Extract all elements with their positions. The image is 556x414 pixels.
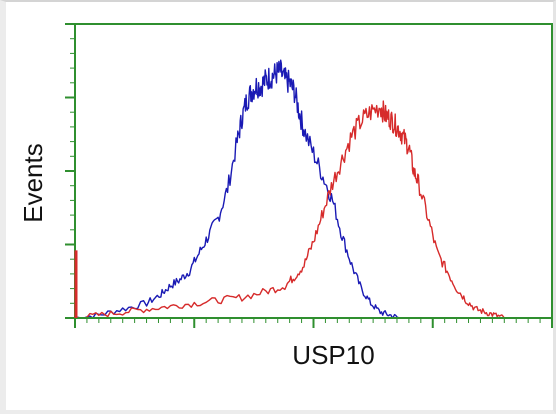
plot-frame bbox=[74, 23, 553, 319]
series-layer bbox=[74, 59, 505, 319]
red-series-line bbox=[74, 100, 505, 319]
blue-series-line bbox=[74, 59, 400, 319]
y-axis-label: Events bbox=[18, 143, 48, 223]
x-axis-label: USP10 bbox=[292, 340, 374, 370]
tick-layer bbox=[65, 23, 553, 328]
